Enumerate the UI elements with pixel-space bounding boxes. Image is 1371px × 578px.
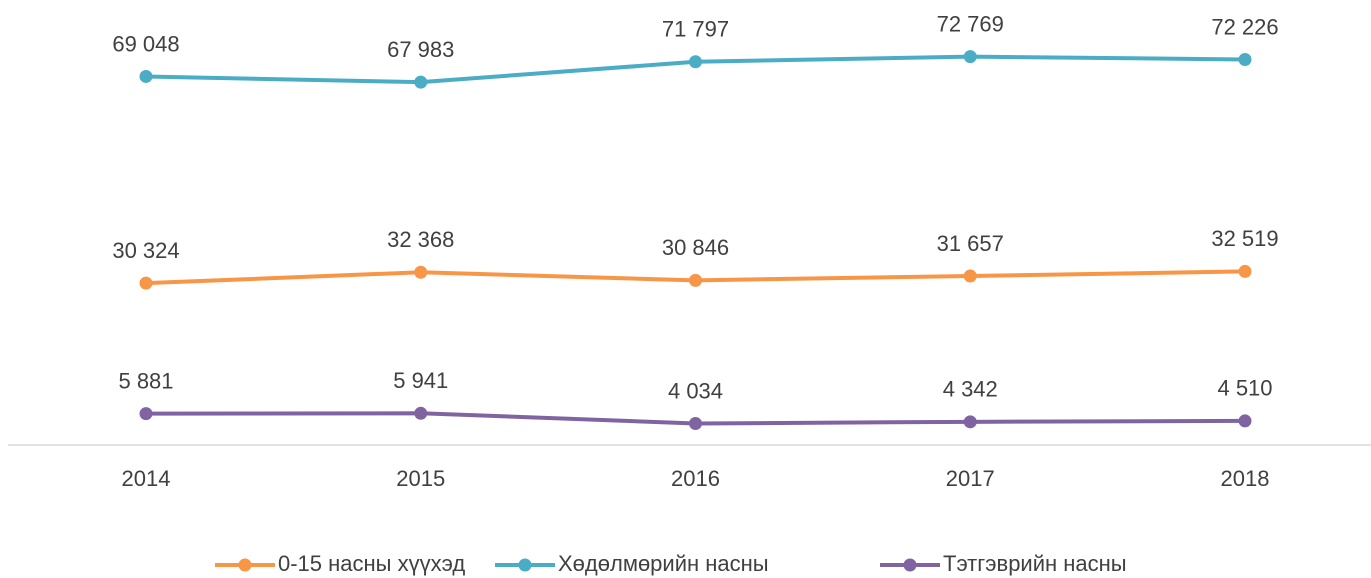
- legend-marker: [518, 558, 532, 572]
- data-label: 30 846: [662, 235, 729, 260]
- data-label: 4 510: [1217, 376, 1272, 401]
- data-label: 72 226: [1211, 14, 1278, 39]
- data-label: 71 797: [662, 17, 729, 42]
- data-label: 5 881: [118, 368, 173, 393]
- data-point: [414, 75, 428, 89]
- data-label: 69 048: [112, 31, 179, 56]
- data-label: 4 342: [943, 377, 998, 402]
- legend-marker: [903, 558, 917, 572]
- data-label: 72 769: [937, 11, 1004, 36]
- data-point: [139, 69, 153, 83]
- data-point: [139, 407, 153, 421]
- data-point: [1238, 264, 1252, 278]
- data-point: [414, 265, 428, 279]
- data-label: 31 657: [937, 231, 1004, 256]
- legend-label: 0-15 насны хүүхэд: [278, 551, 465, 576]
- legend-label: Хөдөлмөрийн насны: [558, 551, 769, 576]
- data-label: 32 519: [1211, 226, 1278, 251]
- data-label: 5 941: [393, 368, 448, 393]
- x-tick-label: 2015: [396, 466, 445, 491]
- data-label: 30 324: [112, 238, 179, 263]
- x-tick-label: 2016: [671, 466, 720, 491]
- data-point: [963, 50, 977, 64]
- x-tick-label: 2017: [946, 466, 995, 491]
- data-point: [689, 416, 702, 430]
- data-label: 4 034: [668, 378, 723, 403]
- data-point: [963, 415, 977, 429]
- data-point: [689, 55, 702, 69]
- data-label: 67 983: [387, 37, 454, 62]
- x-tick-label: 2014: [122, 466, 171, 491]
- data-point: [963, 269, 977, 283]
- data-point: [139, 276, 153, 290]
- legend-marker: [238, 558, 252, 572]
- x-tick-label: 2018: [1221, 466, 1270, 491]
- data-point: [689, 273, 702, 287]
- data-point: [1238, 414, 1252, 428]
- data-label: 32 368: [387, 227, 454, 252]
- data-point: [414, 406, 428, 420]
- data-point: [1238, 52, 1252, 66]
- legend-label: Тэтгэврийн насны: [943, 551, 1127, 576]
